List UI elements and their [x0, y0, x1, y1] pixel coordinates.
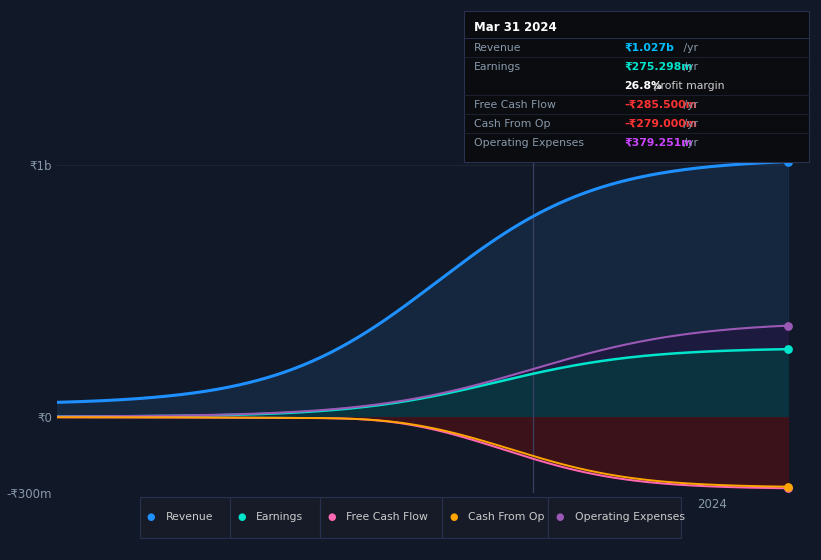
Point: [782, 482, 795, 491]
Text: Earnings: Earnings: [256, 512, 303, 522]
Text: Cash From Op: Cash From Op: [474, 119, 550, 129]
Text: /yr: /yr: [680, 43, 698, 53]
Text: Earnings: Earnings: [474, 62, 521, 72]
Point: [782, 344, 795, 353]
Text: profit margin: profit margin: [650, 81, 725, 91]
Text: -₹285.500m: -₹285.500m: [624, 100, 697, 110]
Text: Mar 31 2024: Mar 31 2024: [474, 21, 557, 34]
Text: Cash From Op: Cash From Op: [468, 512, 544, 522]
Text: /yr: /yr: [680, 119, 698, 129]
Point: [782, 484, 795, 493]
Text: ₹379.251m: ₹379.251m: [624, 138, 692, 148]
Text: ●: ●: [147, 512, 155, 522]
Text: ₹1.027b: ₹1.027b: [624, 43, 674, 53]
Text: ●: ●: [449, 512, 457, 522]
Text: ●: ●: [556, 512, 564, 522]
Text: /yr: /yr: [680, 62, 698, 72]
Point: [782, 321, 795, 330]
Text: Free Cash Flow: Free Cash Flow: [474, 100, 556, 110]
Text: Revenue: Revenue: [474, 43, 521, 53]
Text: Operating Expenses: Operating Expenses: [474, 138, 584, 148]
Text: Operating Expenses: Operating Expenses: [575, 512, 685, 522]
Text: -₹279.000m: -₹279.000m: [624, 119, 697, 129]
Text: 26.8%: 26.8%: [624, 81, 662, 91]
Point: [782, 157, 795, 166]
Text: /yr: /yr: [680, 100, 698, 110]
Text: Revenue: Revenue: [166, 512, 213, 522]
Text: ●: ●: [237, 512, 245, 522]
Text: /yr: /yr: [680, 138, 698, 148]
Text: Free Cash Flow: Free Cash Flow: [346, 512, 429, 522]
Text: ●: ●: [328, 512, 336, 522]
Text: ₹275.298m: ₹275.298m: [624, 62, 692, 72]
